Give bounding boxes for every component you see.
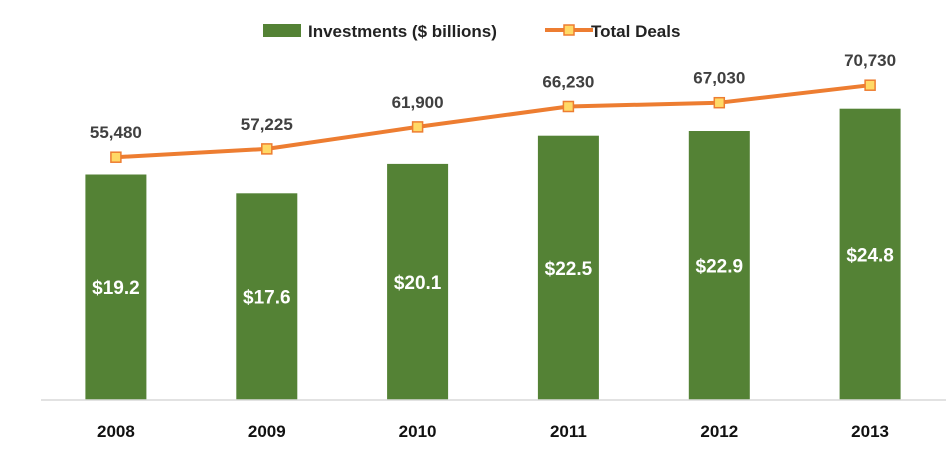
bar-2011 [537, 135, 599, 400]
bar-2010 [387, 163, 449, 400]
deal-label-2008: 55,480 [90, 123, 142, 142]
deal-label-2011: 66,230 [542, 73, 594, 92]
bar-label-2009: $17.6 [243, 288, 291, 309]
deal-marker-2013 [864, 79, 876, 91]
x-tick-2009: 2009 [248, 422, 286, 441]
bar-2012 [688, 131, 750, 400]
bar-label-2011: $22.5 [545, 259, 593, 280]
x-tick-2011: 2011 [550, 422, 587, 441]
deal-marker-2008 [110, 151, 122, 163]
bar-2008 [85, 174, 147, 400]
deal-marker-2009 [261, 143, 273, 155]
deal-marker-2012 [713, 96, 726, 109]
bar-labels-group: $19.2 $17.6 $20.1 $22.5 $22.9 $24.8 [92, 245, 894, 308]
bar-2013 [839, 108, 901, 400]
bar-2009 [236, 193, 298, 400]
deal-marker-2011 [562, 100, 575, 113]
bars-group [85, 108, 901, 400]
bar-label-2008: $19.2 [92, 278, 140, 299]
deal-label-2013: 70,730 [844, 51, 896, 70]
deal-label-2009: 57,225 [241, 115, 293, 134]
line-labels-group: 55,480 57,225 61,900 66,230 67,030 70,730 [90, 51, 896, 142]
legend-marker-total-deals [563, 24, 575, 36]
bar-label-2012: $22.9 [696, 257, 744, 278]
legend-label-total-deals: Total Deals [591, 22, 680, 41]
line-series-group [110, 79, 876, 163]
legend-label-investments: Investments ($ billions) [308, 22, 497, 41]
deal-marker-2010 [411, 121, 424, 133]
bar-label-2013: $24.8 [846, 245, 894, 266]
x-tick-labels-group: 2008 2009 2010 2011 2012 2013 [97, 422, 889, 441]
x-tick-2013: 2013 [851, 422, 889, 441]
deal-label-2010: 61,900 [392, 93, 444, 112]
x-tick-2012: 2012 [700, 422, 738, 441]
x-tick-2008: 2008 [97, 422, 135, 441]
legend-swatch-investments [263, 24, 301, 37]
bar-label-2010: $20.1 [394, 273, 442, 294]
x-tick-2010: 2010 [399, 422, 437, 441]
deal-label-2012: 67,030 [693, 69, 745, 88]
total-deals-line [113, 83, 873, 160]
legend: Investments ($ billions) Total Deals [263, 22, 680, 41]
